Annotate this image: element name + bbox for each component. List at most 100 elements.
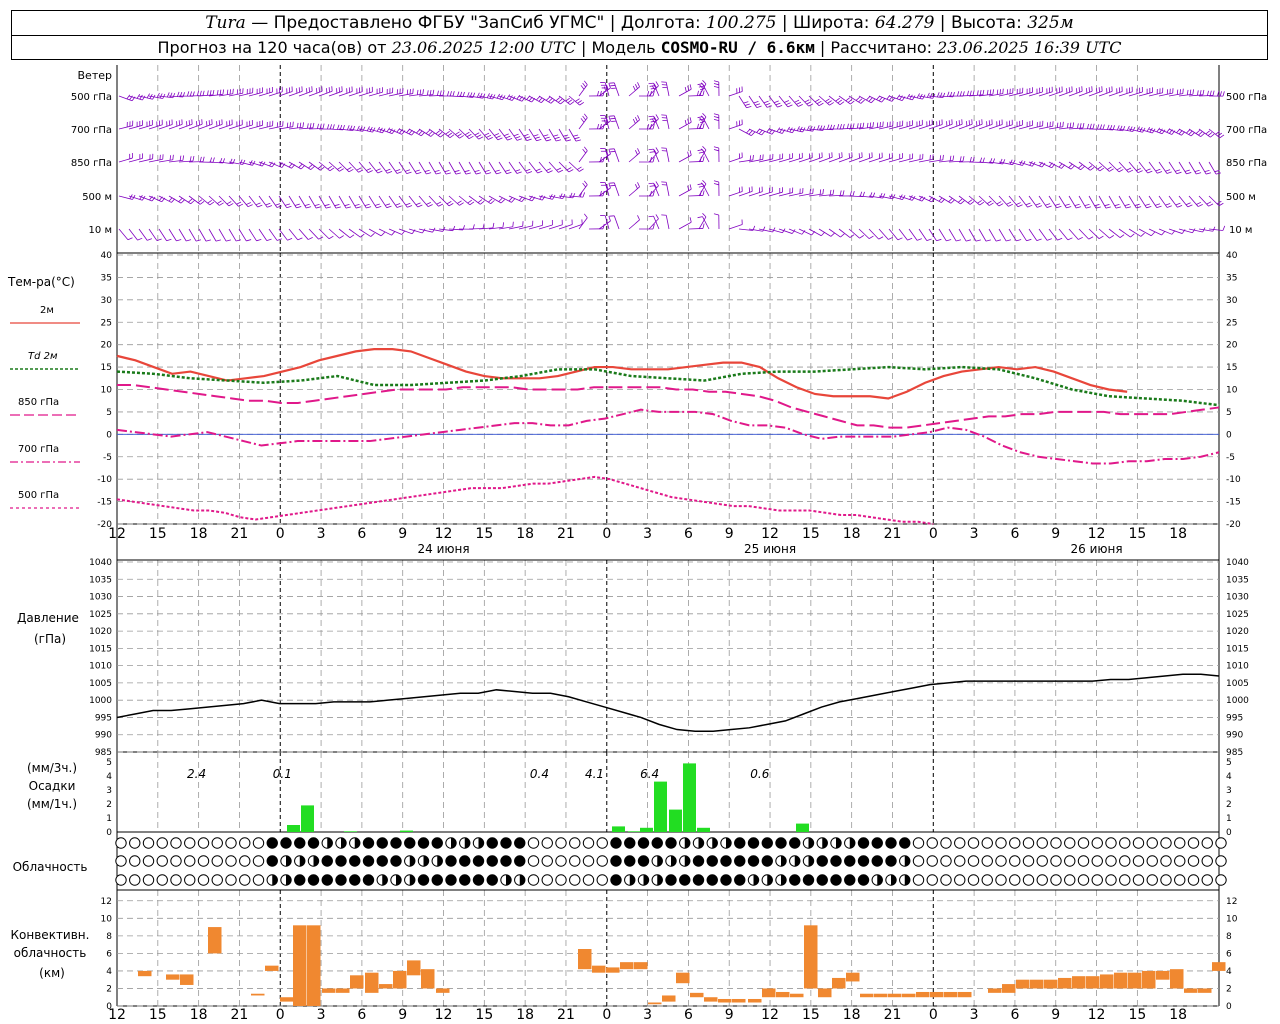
cloud-symbol bbox=[1050, 855, 1062, 867]
wind-barb bbox=[218, 228, 227, 242]
wind-barb-feather bbox=[713, 80, 719, 83]
wind-barb-feather bbox=[689, 217, 692, 223]
wind-barb-feather bbox=[286, 122, 289, 128]
wind-barb-feather bbox=[999, 158, 1003, 164]
wind-barb bbox=[128, 195, 143, 201]
wind-barb bbox=[678, 88, 692, 97]
wind-barb-feather bbox=[879, 192, 883, 198]
wind-barb-feather bbox=[1205, 130, 1210, 135]
wind-barb-feather bbox=[942, 154, 944, 160]
wind-barb-feather bbox=[1041, 162, 1046, 168]
wind-barb-feather bbox=[921, 196, 926, 202]
conv-bar bbox=[634, 962, 648, 970]
wind-barb bbox=[1028, 125, 1043, 130]
wind-barb-feather bbox=[1161, 231, 1166, 236]
precip-bar bbox=[697, 827, 710, 832]
cloud-symbol bbox=[802, 874, 815, 886]
wind-barb-feather bbox=[500, 199, 505, 204]
wind-barb-feather bbox=[328, 235, 334, 240]
cloud-symbol bbox=[321, 855, 333, 867]
wind-barb bbox=[968, 123, 983, 130]
wind-barb-feather bbox=[454, 170, 460, 173]
wind-barb-feather bbox=[537, 170, 543, 174]
wind-barb-feather bbox=[849, 123, 852, 129]
wind-barb bbox=[428, 161, 437, 175]
wind-barb bbox=[1158, 228, 1173, 235]
wind-barb bbox=[518, 225, 533, 230]
wind-barb-feather bbox=[986, 200, 992, 204]
cloud-symbol bbox=[912, 855, 925, 867]
wind-barb-feather bbox=[267, 205, 273, 208]
conv-bar bbox=[393, 970, 407, 989]
wind-barb-feather bbox=[967, 90, 969, 96]
wind-barb-feather bbox=[1124, 203, 1130, 207]
wind-barb-feather bbox=[702, 223, 705, 229]
wind-barb-feather bbox=[689, 84, 692, 90]
cloud-symbol bbox=[349, 855, 361, 867]
wind-barb-feather bbox=[511, 96, 516, 101]
wind-barb bbox=[218, 161, 233, 165]
wind-barb bbox=[568, 223, 583, 230]
wind-barb-feather bbox=[547, 170, 553, 174]
wind-level-label-left: 10 м bbox=[89, 225, 112, 236]
wind-barb bbox=[1128, 128, 1143, 133]
wind-barb bbox=[698, 149, 707, 163]
cloud-symbol bbox=[665, 837, 677, 849]
wind-barb-feather bbox=[496, 172, 502, 175]
cloud-symbol-half bbox=[808, 837, 814, 849]
wind-barb-feather bbox=[299, 122, 302, 128]
time-tick-label: 18 bbox=[1169, 526, 1187, 542]
wind-barb-feather bbox=[406, 171, 412, 175]
wind-barb bbox=[1038, 228, 1048, 241]
pressure-tick-left: 1025 bbox=[89, 610, 112, 620]
wind-barb-feather bbox=[271, 162, 276, 168]
wind-barb-feather bbox=[998, 203, 1004, 207]
wind-barb bbox=[908, 195, 923, 202]
wind-barb bbox=[528, 128, 537, 142]
wind-barb-feather bbox=[147, 238, 153, 241]
wind-barb bbox=[1158, 195, 1168, 208]
wind-barb bbox=[1048, 161, 1062, 169]
cloud-symbol bbox=[1174, 874, 1186, 886]
wind-barb bbox=[908, 158, 923, 163]
wind-barb-feather bbox=[504, 169, 511, 172]
temp-legend-label: 700 гПа bbox=[18, 444, 59, 455]
wind-barb-feather bbox=[816, 100, 822, 105]
wind-barb-feather bbox=[416, 129, 421, 134]
wind-barb-feather bbox=[1079, 123, 1082, 129]
wind-barb bbox=[1038, 161, 1052, 169]
cloud-symbol bbox=[816, 855, 828, 867]
wind-barb bbox=[1198, 195, 1209, 207]
wind-barb bbox=[448, 161, 457, 175]
wind-barb bbox=[988, 124, 1003, 130]
conv-tick-right: 6 bbox=[1226, 949, 1232, 959]
wind-barb-feather bbox=[603, 119, 607, 125]
wind-barb-feather bbox=[962, 91, 965, 97]
wind-barb-feather bbox=[1146, 205, 1152, 209]
wind-barb bbox=[768, 158, 783, 163]
wind-barb-feather bbox=[550, 99, 555, 104]
cloud-symbol bbox=[582, 874, 595, 886]
cloud-symbol bbox=[362, 837, 375, 849]
wind-barb-feather bbox=[386, 205, 392, 209]
cloud-symbol bbox=[679, 874, 691, 886]
cloud-symbol bbox=[211, 837, 223, 849]
wind-barb bbox=[828, 156, 843, 163]
wind-barb bbox=[998, 228, 1007, 242]
wind-barb bbox=[188, 228, 197, 242]
wind-barb bbox=[828, 95, 841, 105]
wind-barb bbox=[1168, 128, 1182, 136]
wind-barb bbox=[578, 117, 588, 130]
wind-barb-feather bbox=[1046, 238, 1052, 241]
cloud-symbol bbox=[1146, 837, 1158, 849]
wind-barb-feather bbox=[858, 98, 863, 103]
wind-barb bbox=[278, 91, 293, 97]
wind-barb bbox=[278, 195, 288, 208]
wind-barb-feather bbox=[1025, 202, 1031, 206]
wind-barb-feather bbox=[479, 93, 483, 98]
wind-barb bbox=[1178, 161, 1187, 175]
wind-barb bbox=[448, 228, 463, 231]
wind-barb bbox=[1208, 228, 1223, 231]
wind-barb-feather bbox=[583, 180, 588, 186]
wind-barb-feather bbox=[395, 169, 401, 172]
